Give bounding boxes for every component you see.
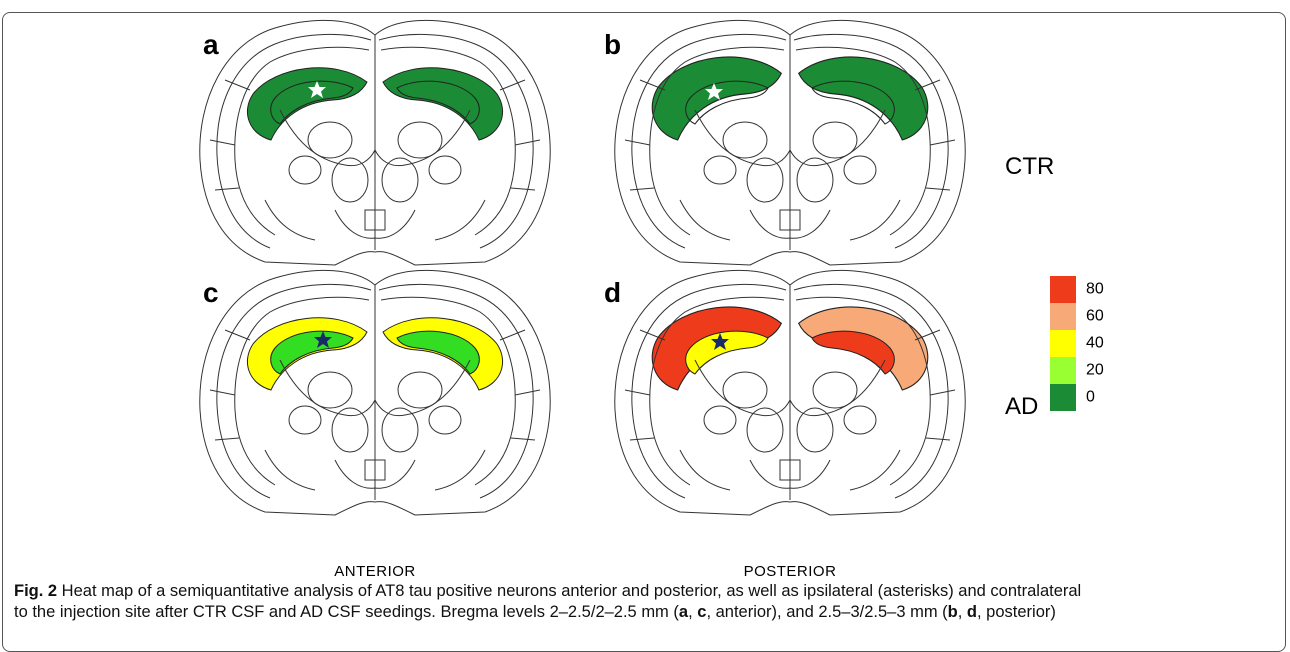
caption-text: b [947, 603, 958, 621]
legend-label: 20 [1086, 362, 1104, 379]
panel-label: b [604, 29, 621, 60]
row-label: CTR [1005, 153, 1054, 180]
panel-label: a [203, 29, 219, 60]
legend-label: 40 [1086, 335, 1104, 352]
caption-text: Heat map of a semiquantitative analysis … [57, 582, 1082, 600]
legend-label: 80 [1086, 281, 1104, 298]
brain-panel-a [199, 19, 551, 266]
row-label: AD [1005, 393, 1038, 420]
caption-text: c [697, 603, 707, 621]
legend-swatch [1050, 357, 1076, 384]
brain-panel-d [614, 269, 966, 516]
brain-panel-b [614, 19, 966, 266]
legend-swatch [1050, 330, 1076, 357]
color-legend: 80 60 40 20 0 [1050, 276, 1104, 411]
caption-text: , [688, 603, 698, 621]
column-label: POSTERIOR [744, 563, 837, 580]
panel-label: d [604, 277, 621, 308]
column-label: ANTERIOR [334, 563, 416, 580]
caption-text: , posterior) [977, 603, 1056, 621]
caption-text: , [957, 603, 967, 621]
caption-text: Fig. 2 [14, 582, 58, 600]
legend-swatch [1050, 303, 1076, 330]
caption-text: , anterior), and 2.5–3/2.5–3 mm ( [706, 603, 948, 621]
legend-label: 0 [1086, 389, 1095, 406]
brain-panel-c [199, 269, 551, 516]
caption-line: to the injection site after CTR CSF and … [14, 602, 1279, 623]
caption-line: Fig. 2 Heat map of a semiquantitative an… [14, 581, 1279, 602]
caption-text: a [678, 603, 689, 621]
caption-text: d [966, 603, 978, 621]
legend-swatch [1050, 384, 1076, 411]
figure-caption: Fig. 2 Heat map of a semiquantitative an… [14, 581, 1279, 623]
legend-label: 60 [1086, 308, 1104, 325]
caption-text: to the injection site after CTR CSF and … [14, 603, 679, 621]
legend-swatch [1050, 276, 1076, 303]
panel-label: c [203, 277, 219, 308]
